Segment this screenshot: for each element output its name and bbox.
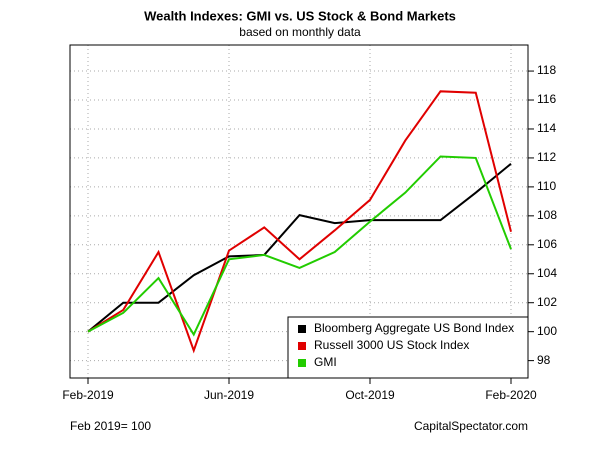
legend-swatch <box>298 359 306 367</box>
y-tick-label: 100 <box>537 324 557 338</box>
legend-label: Russell 3000 US Stock Index <box>314 338 469 352</box>
y-tick-label: 108 <box>537 208 557 222</box>
x-tick-label: Oct-2019 <box>345 388 395 402</box>
series-line <box>87 162 512 333</box>
series-line <box>87 155 512 337</box>
chart-title: Wealth Indexes: GMI vs. US Stock & Bond … <box>144 8 456 23</box>
y-tick-label: 104 <box>537 266 557 280</box>
legend-swatch <box>298 342 306 350</box>
x-tick-label: Jun-2019 <box>204 388 254 402</box>
chart-subtitle: based on monthly data <box>239 25 361 39</box>
y-tick-label: 110 <box>537 179 556 193</box>
x-tick-label: Feb-2020 <box>485 388 537 402</box>
y-tick-label: 106 <box>537 237 557 251</box>
y-tick-label: 98 <box>537 353 551 367</box>
y-tick-label: 116 <box>537 92 556 106</box>
legend-label: GMI <box>314 355 337 369</box>
source: CapitalSpectator.com <box>414 419 528 433</box>
legend-box <box>287 316 529 379</box>
y-tick-label: 102 <box>537 295 557 309</box>
legend-label: Bloomberg Aggregate US Bond Index <box>314 321 514 335</box>
y-tick-label: 118 <box>537 63 556 77</box>
series-line <box>87 90 512 354</box>
footnote: Feb 2019= 100 <box>70 419 151 433</box>
x-tick-label: Feb-2019 <box>62 388 114 402</box>
y-tick-label: 112 <box>537 150 556 164</box>
legend-swatch <box>298 325 306 333</box>
y-tick-label: 114 <box>537 121 556 135</box>
